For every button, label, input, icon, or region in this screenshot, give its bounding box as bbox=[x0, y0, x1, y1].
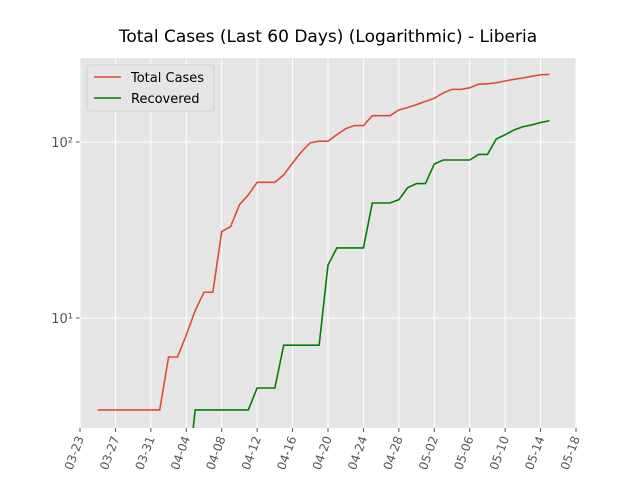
y-tick-label: 10¹ bbox=[51, 312, 73, 327]
legend-label: Recovered bbox=[131, 92, 200, 107]
chart-title: Total Cases (Last 60 Days) (Logarithmic)… bbox=[118, 27, 537, 47]
line bbox=[97, 73, 550, 411]
y-tick-label: 10² bbox=[51, 136, 73, 151]
legend-label: Total Cases bbox=[130, 71, 204, 86]
series-group bbox=[97, 73, 550, 428]
line bbox=[192, 119, 550, 428]
